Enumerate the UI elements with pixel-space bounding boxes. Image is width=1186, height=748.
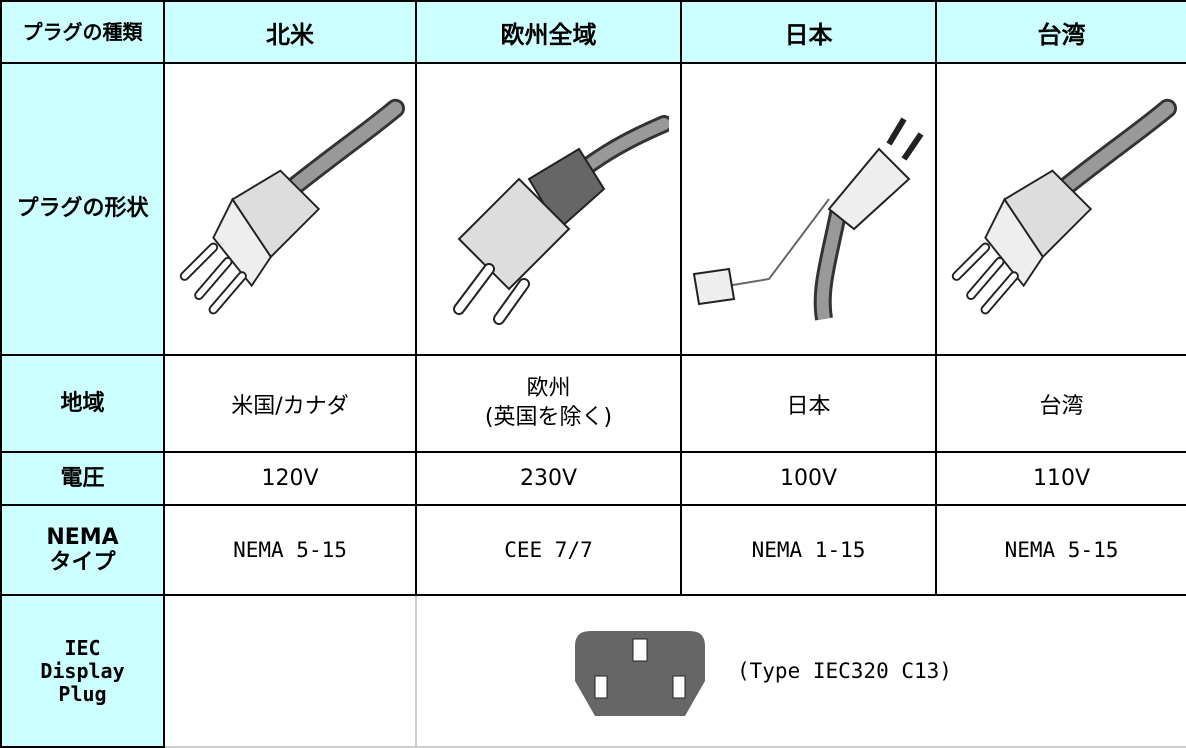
cell: 110V: [935, 451, 1186, 506]
plug-image: [692, 117, 923, 321]
region-row: 地域 米国/カナダ 欧州 (英国を除く) 日本 台湾: [0, 354, 1186, 453]
cell: [163, 594, 417, 748]
row-label: 地域: [0, 354, 165, 453]
row-label: プラグの形状: [0, 62, 165, 356]
iec-type: (Type IEC320 C13): [737, 659, 952, 683]
cell: 米国/カナダ: [163, 354, 417, 453]
image-cell: [163, 62, 417, 356]
header-cell: プラグの種類: [0, 0, 165, 64]
iec-content: (Type IEC320 C13): [417, 621, 1186, 721]
header-cell: 台湾: [935, 0, 1186, 64]
image-cell: [415, 62, 682, 356]
cell: 100V: [680, 451, 937, 506]
row-label: IEC Display Plug: [0, 594, 165, 748]
cell: 欧州 (英国を除く): [415, 354, 682, 453]
cell: 230V: [415, 451, 682, 506]
shape-row: プラグの形状: [0, 62, 1186, 356]
cell: 台湾: [935, 354, 1186, 453]
row-label: 電圧: [0, 451, 165, 506]
cell: NEMA 5-15: [935, 504, 1186, 596]
cell: NEMA 1-15: [680, 504, 937, 596]
row-label: NEMA タイプ: [0, 504, 165, 596]
plug-image: [452, 115, 669, 325]
plug-image: [947, 94, 1177, 324]
cell: 120V: [163, 451, 417, 506]
image-cell: [680, 62, 937, 356]
header-cell: 欧州全域: [415, 0, 682, 64]
header-row: プラグの種類 北米 欧州全域 日本 台湾: [0, 0, 1186, 64]
cell: 日本: [680, 354, 937, 453]
iec-connector: [575, 631, 705, 716]
image-cell: [935, 62, 1186, 356]
cell: NEMA 5-15: [163, 504, 417, 596]
plug-image: [175, 94, 405, 324]
voltage-row: 電圧 120V 230V 100V 110V: [0, 451, 1186, 506]
header-cell: 日本: [680, 0, 937, 64]
cell: (Type IEC320 C13): [415, 594, 1186, 748]
header-cell: 北米: [163, 0, 417, 64]
nema-row: NEMA タイプ NEMA 5-15 CEE 7/7 NEMA 1-15 NEM…: [0, 504, 1186, 596]
cell: CEE 7/7: [415, 504, 682, 596]
iec-row: IEC Display Plug (Type IEC320 C13): [0, 594, 1186, 748]
